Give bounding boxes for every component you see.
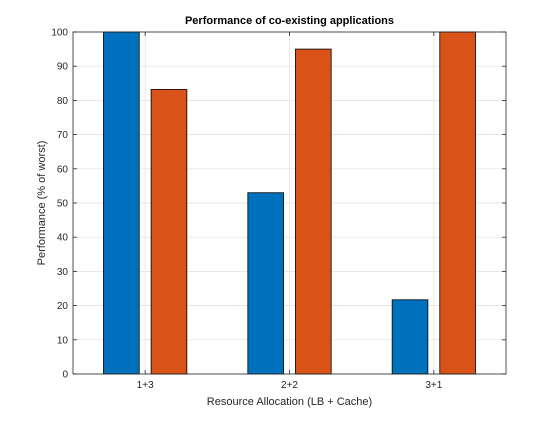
chart-title: Performance of co-existing applications (185, 15, 394, 27)
bars (103, 31, 476, 375)
y-tick-label: 70 (57, 130, 69, 141)
bar-series1-2+2 (247, 192, 284, 375)
x-axis-label: Resource Allocation (LB + Cache) (207, 396, 372, 408)
y-tick-label: 40 (57, 233, 69, 244)
x-tick-label: 2+2 (281, 380, 298, 391)
ticks: 0 10 20 30 40 50 60 70 80 90 100 1+3 2+2 3+1 (51, 28, 506, 391)
bar-series1-3+1 (391, 299, 429, 375)
bar-series2-2+2 (295, 48, 332, 375)
y-tick-label: 10 (57, 335, 69, 346)
y-tick-label: 100 (51, 28, 68, 39)
y-tick-label: 30 (57, 267, 69, 278)
bar-series1-1+3 (103, 31, 140, 375)
bar-series2-3+1 (439, 31, 476, 375)
bar-series2-1+3 (150, 89, 188, 375)
y-tick-label: 90 (57, 62, 69, 73)
y-tick-label: 80 (57, 96, 69, 107)
y-tick-label: 20 (57, 301, 69, 312)
x-tick-label: 1+3 (137, 380, 154, 391)
x-tick-label: 3+1 (425, 380, 442, 391)
y-tick-label: 60 (57, 164, 69, 175)
y-tick-label: 50 (57, 199, 69, 210)
y-axis-label: Performance (% of worst) (36, 141, 48, 266)
y-tick-label: 0 (62, 370, 68, 381)
